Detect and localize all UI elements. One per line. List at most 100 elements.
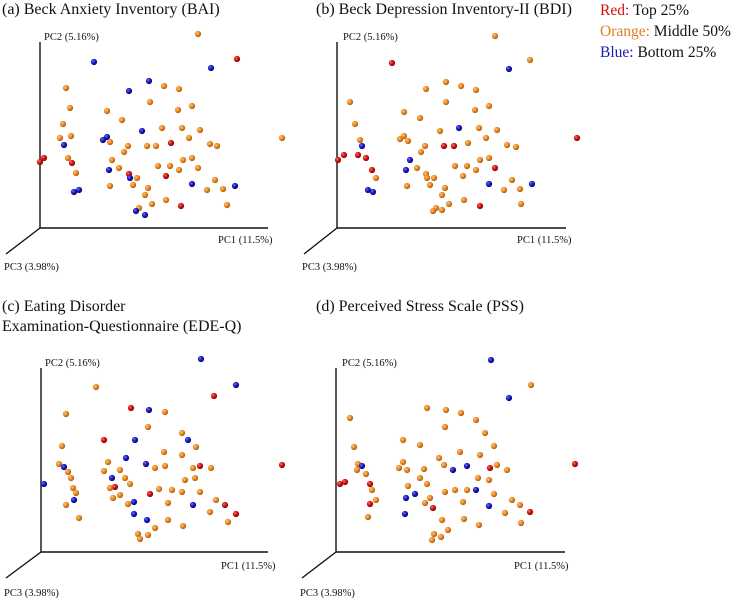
panel-d-point-blue: [358, 462, 366, 470]
panel-d-point-orange: [364, 513, 372, 521]
panel-c-point-blue: [70, 496, 78, 504]
panel-d-point-blue: [401, 510, 409, 518]
panel-b-pc2-label: PC2 (5.16%): [343, 32, 398, 43]
panel-b-point-orange: [356, 136, 364, 144]
panel-c-point-orange: [212, 496, 220, 504]
panel-c-point-orange: [136, 535, 144, 543]
panel-b-point-orange: [372, 174, 380, 182]
panel-a-point-blue: [99, 136, 107, 144]
panel-a-point-orange: [175, 166, 183, 174]
panel-d-point-orange: [423, 480, 431, 488]
panel-c-point-orange: [189, 464, 197, 472]
panel-b-point-orange: [459, 172, 467, 180]
panel-b-point-orange: [400, 108, 408, 116]
panel-c-point-red: [232, 510, 240, 518]
panel-c-point-orange: [168, 486, 176, 494]
panel-d-point-red: [366, 500, 374, 508]
panel-c-point-red: [111, 483, 119, 491]
panel-a-point-orange: [166, 162, 174, 170]
legend-item-red: Red: Top 25%: [600, 0, 731, 21]
panel-a-point-orange: [196, 126, 204, 134]
panel-a-point-blue: [75, 186, 83, 194]
panel-b-pc3-label: PC3 (3.98%): [302, 262, 357, 273]
panel-d-point-orange: [476, 451, 484, 459]
panel-a-point-blue: [60, 141, 68, 149]
panel-a-point-red: [36, 158, 44, 166]
panel-d-axes: [301, 368, 565, 579]
panel-a-point-orange: [120, 148, 128, 156]
panel-d-point-orange: [423, 404, 431, 412]
panel-c-point-blue: [142, 460, 150, 468]
panel-b-point-orange: [472, 86, 480, 94]
panel-a-point-orange: [219, 185, 227, 193]
panel-a-pc3-label: PC3 (3.98%): [4, 262, 59, 273]
panel-d-point-orange: [442, 406, 450, 414]
panel-d-point-orange: [472, 416, 480, 424]
panel-a-point-orange: [194, 30, 202, 38]
panel-a-point-orange: [72, 169, 80, 177]
panel-b-point-blue: [369, 188, 377, 196]
panel-d-point-orange: [444, 526, 452, 534]
panel-a-point-red: [177, 202, 185, 210]
panel-c-point-orange: [58, 442, 66, 450]
panel-a-point-orange: [129, 181, 137, 189]
panel-d-point-orange: [517, 519, 525, 527]
panel-d-point-orange: [485, 476, 493, 484]
panel-a-pc2-label: PC2 (5.16%): [44, 32, 99, 43]
panel-d-point-orange: [451, 486, 459, 494]
panel-b-point-orange: [438, 191, 446, 199]
panel-a-point-orange: [194, 164, 202, 172]
panel-b-point-orange: [485, 102, 493, 110]
panel-b-point-orange: [517, 200, 525, 208]
panel-c-point-orange: [155, 485, 163, 493]
panel-a-point-orange: [67, 132, 75, 140]
panel-c-point-blue: [145, 406, 153, 414]
panel-d-point-orange: [459, 498, 467, 506]
panel-a-title: (a) Beck Anxiety Inventory (BAI): [2, 0, 220, 20]
panel-b-point-red: [440, 142, 448, 150]
panel-c-point-blue: [232, 381, 240, 389]
panel-c-point-red: [127, 404, 135, 412]
panel-c-point-orange: [160, 448, 168, 456]
panel-b-point-orange: [346, 98, 354, 106]
panel-c-title-line-1: (c) Eating Disorder: [2, 298, 126, 315]
panel-a-point-orange: [203, 186, 211, 194]
panel-a-point-orange: [158, 124, 166, 132]
panel-d-point-orange: [395, 464, 403, 472]
panel-a-point-orange: [64, 154, 72, 162]
panel-b-point-blue: [528, 180, 536, 188]
panel-b-point-orange: [436, 127, 444, 135]
panel-a-point-orange: [124, 142, 132, 150]
panel-d-point-blue: [487, 356, 495, 364]
panel-b-point-red: [334, 156, 342, 164]
panel-b-point-orange: [471, 106, 479, 114]
panel-c-point-red: [210, 392, 218, 400]
panel-b-point-blue: [485, 180, 493, 188]
panel-a-point-orange: [118, 116, 126, 124]
panel-d-point-orange: [441, 488, 449, 496]
panel-a-point-blue: [126, 174, 134, 182]
panel-d-point-orange: [372, 496, 380, 504]
panel-d-point-orange: [481, 429, 489, 437]
panel-d-pc2-label: PC2 (5.16%): [342, 358, 397, 369]
panel-b-point-orange: [421, 142, 429, 150]
panel-b-point-orange: [512, 143, 520, 151]
panel-c-point-orange: [178, 429, 186, 437]
panel-c-point-orange: [69, 484, 77, 492]
panel-b-point-orange: [451, 162, 459, 170]
panel-b-point-orange: [516, 185, 524, 193]
panel-b-point-orange: [426, 181, 434, 189]
panel-d-point-orange: [399, 436, 407, 444]
panel-b-point-orange: [475, 124, 483, 132]
panel-d-plot: PC2 (5.16%) PC1 (11.5%) PC3 (3.98%): [300, 356, 579, 599]
panel-b-point-orange: [413, 164, 421, 172]
panel-b-point-orange: [442, 78, 450, 86]
panel-c-point-blue: [143, 516, 151, 524]
panel-d-point-orange: [508, 496, 516, 504]
panel-b-point-red: [368, 166, 376, 174]
panel-c-point-red: [146, 490, 154, 498]
panel-d-point-blue: [463, 462, 471, 470]
panel-d-point-orange: [435, 454, 443, 462]
panel-b-point-red: [362, 154, 370, 162]
panel-d-point-orange: [399, 458, 407, 466]
